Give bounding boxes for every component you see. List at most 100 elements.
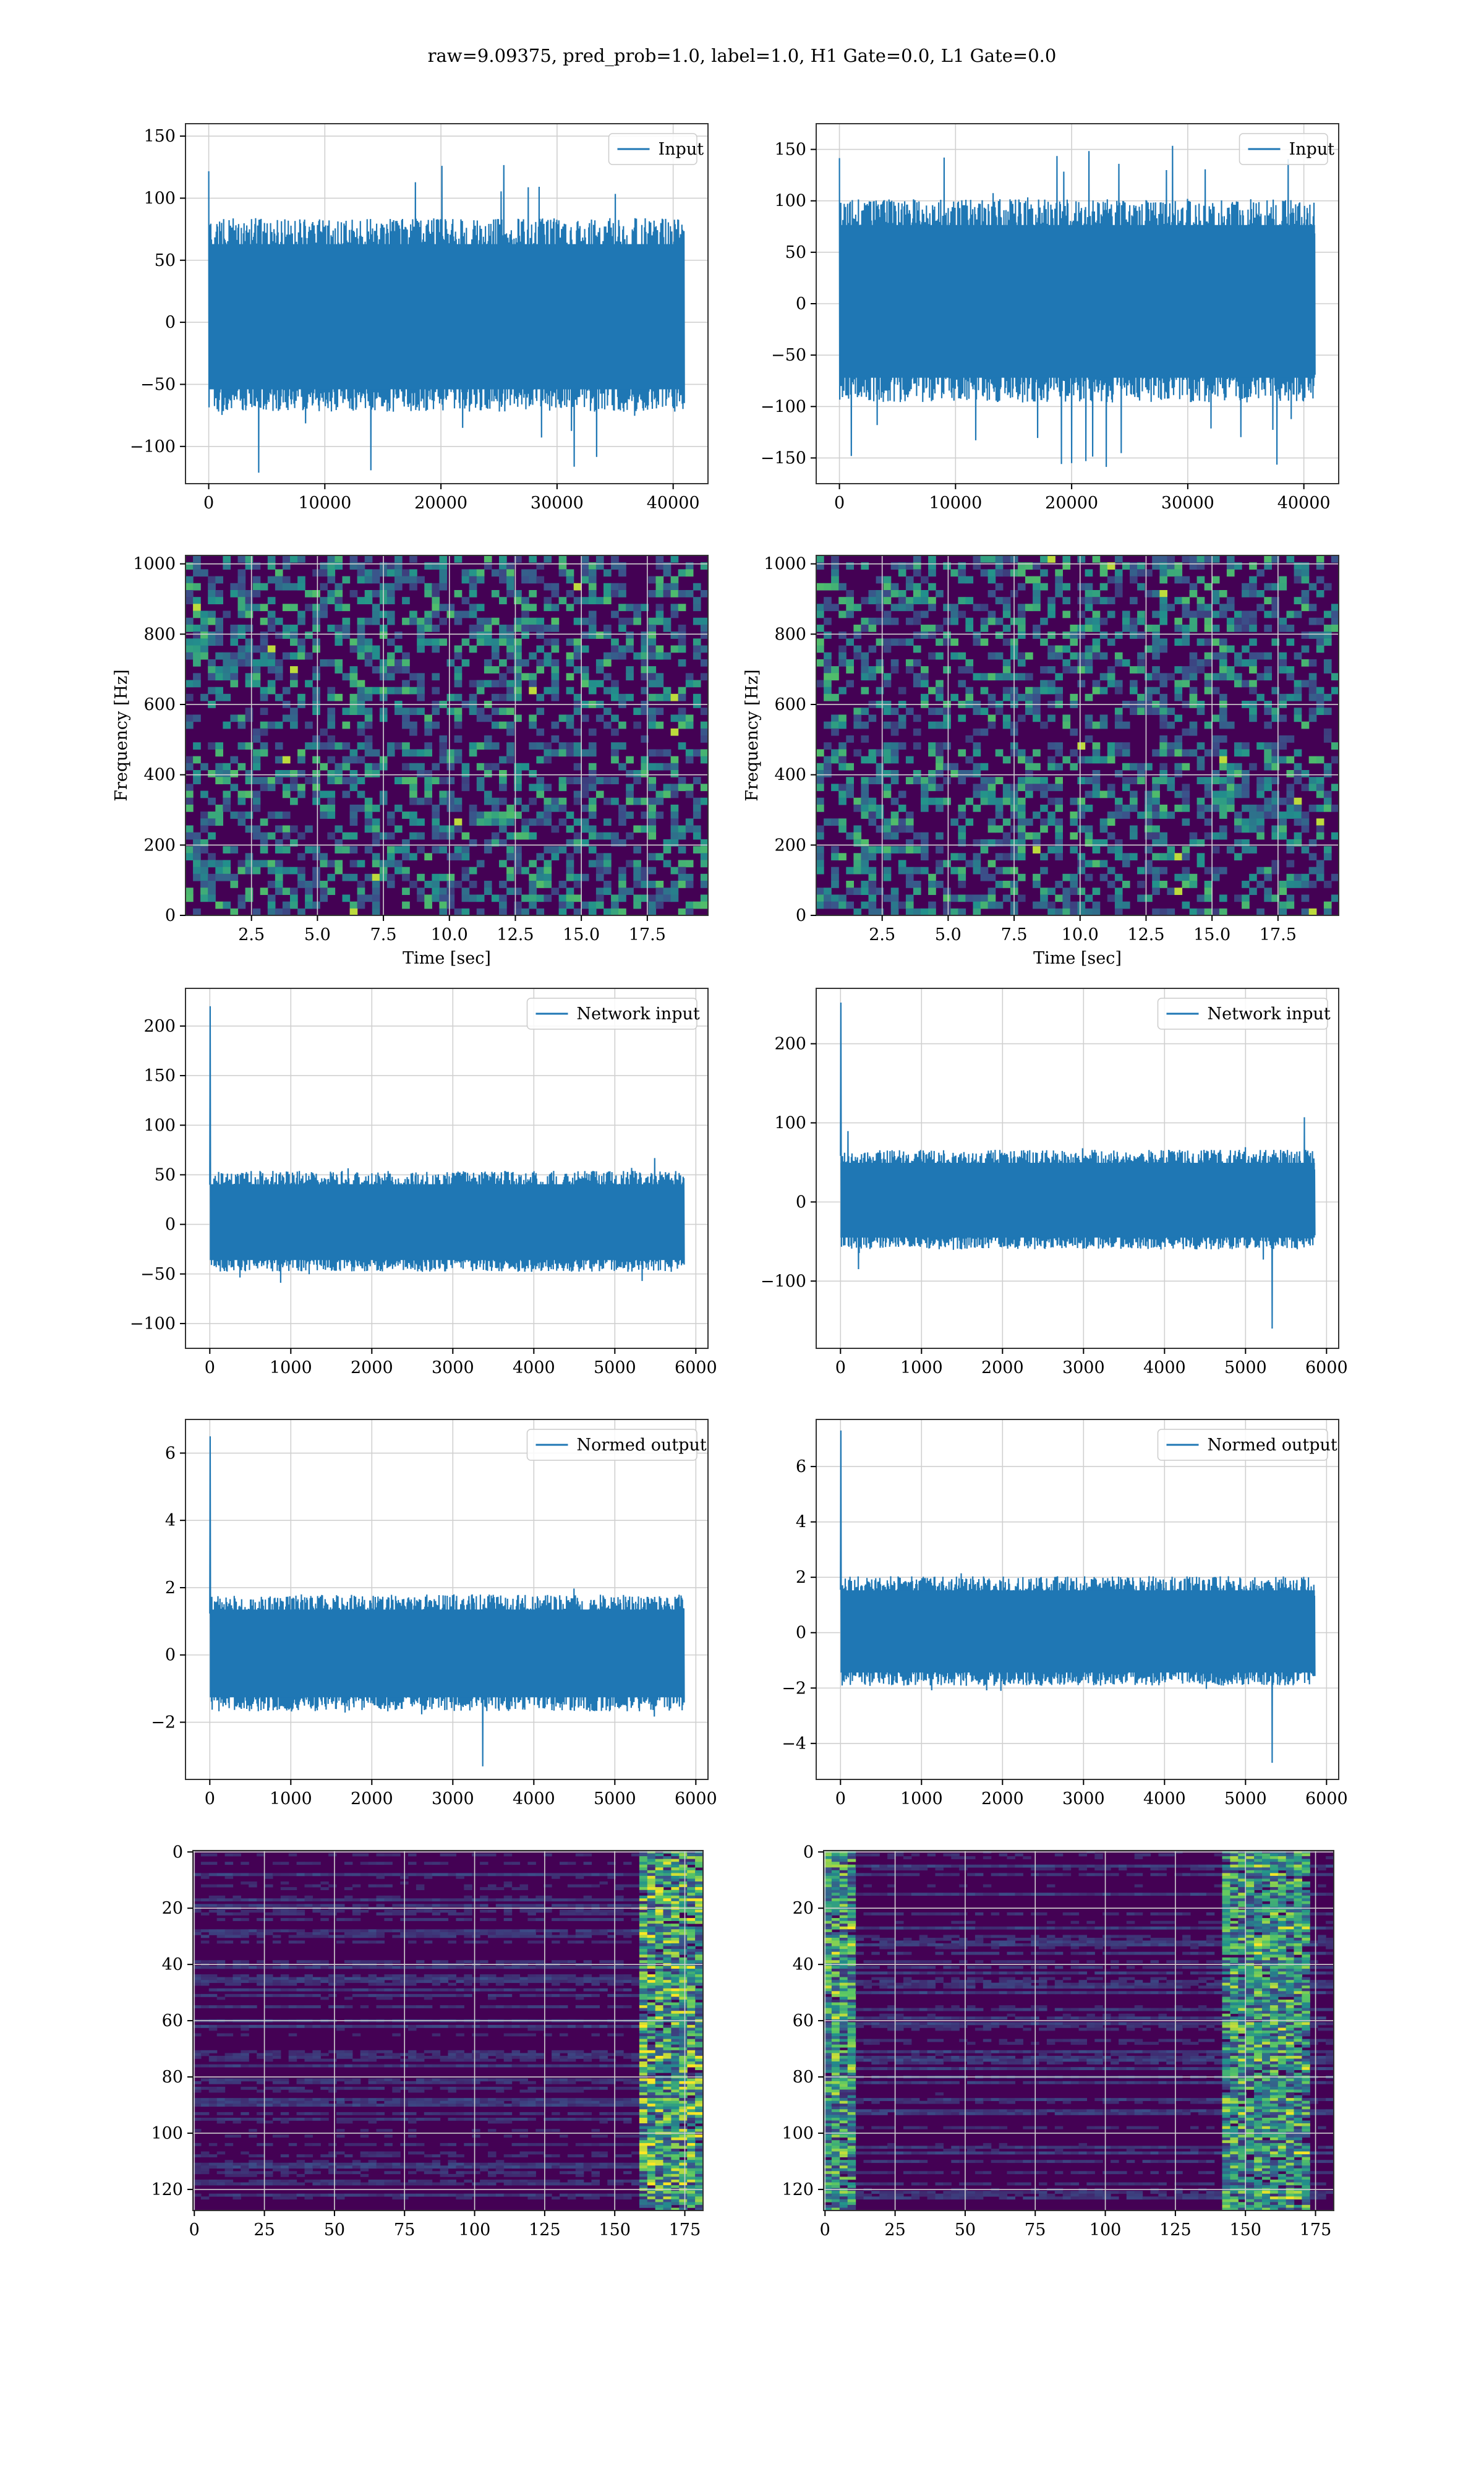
spectrogram-cell	[838, 652, 846, 660]
spectrogram-cell	[529, 576, 537, 584]
spectrogram-cell	[260, 721, 268, 729]
heatmap-cell	[503, 1918, 513, 1921]
spectrogram-cell	[1099, 825, 1108, 833]
spectrogram-cell	[193, 756, 201, 764]
heatmap-cell	[671, 1997, 680, 2000]
spectrogram-cell	[1033, 583, 1041, 591]
spectrogram-cell	[618, 867, 626, 875]
spectrogram-cell	[521, 604, 529, 612]
heatmap-cell	[687, 1946, 696, 1950]
spectrogram-cell	[1077, 860, 1086, 868]
heatmap-cell	[591, 1966, 600, 1969]
spectrogram-cell	[342, 576, 351, 584]
spectrogram-cell	[349, 846, 358, 854]
spectrogram-cell	[335, 839, 343, 847]
spectrogram-cell	[648, 673, 657, 681]
spectrogram-cell	[1226, 597, 1235, 604]
spectrogram-cell	[312, 624, 320, 632]
spectrogram-cell	[566, 569, 574, 577]
heatmap-cell	[544, 1909, 552, 1913]
spectrogram-cell	[853, 708, 862, 715]
spectrogram-cell	[1286, 839, 1295, 847]
heatmap-cell	[695, 1909, 703, 1913]
heatmap-cell	[583, 1988, 592, 1992]
spectrogram-cell	[663, 784, 672, 792]
spectrogram-cell	[417, 749, 425, 757]
spectrogram-cell	[491, 638, 500, 646]
spectrogram-cell	[1002, 797, 1011, 805]
heatmap-cell	[288, 1929, 297, 1933]
spectrogram-cell	[193, 638, 201, 646]
spectrogram-cell	[641, 659, 649, 667]
spectrogram-cell	[237, 797, 246, 805]
heatmap-cell	[575, 1940, 584, 1944]
heatmap-cell	[265, 2005, 273, 2008]
spectrogram-cell	[595, 873, 604, 881]
spectrogram-cell	[193, 597, 201, 604]
x-tick-label: 0	[835, 1789, 846, 1808]
spectrogram-cell	[1114, 749, 1123, 757]
heatmap-cell	[360, 1904, 369, 1907]
spectrogram-cell	[1092, 901, 1101, 909]
spectrogram-cell	[861, 846, 869, 854]
spectrogram-cell	[685, 562, 694, 570]
spectrogram-cell	[1085, 597, 1093, 604]
spectrogram-cell	[573, 881, 582, 888]
y-tick-label: 1000	[764, 555, 806, 574]
heatmap-cell	[560, 2005, 568, 2008]
spectrogram-cell	[1159, 610, 1167, 618]
spectrogram-cell	[1017, 604, 1026, 612]
heatmap-cell	[695, 1915, 703, 1919]
spectrogram-cell	[1249, 873, 1257, 881]
heatmap-cell	[392, 1960, 401, 1964]
spectrogram-cell	[641, 770, 649, 777]
spectrogram-cell	[1279, 832, 1287, 840]
spectrogram-cell	[655, 693, 664, 701]
heatmap-cell	[591, 1898, 600, 1902]
spectrogram-cell	[853, 749, 862, 757]
heatmap-cell	[663, 1867, 672, 1871]
heatmap-cell	[663, 1875, 672, 1879]
spectrogram-cell	[237, 604, 246, 612]
heatmap-cell	[272, 1982, 281, 1986]
spectrogram-cell	[816, 867, 824, 875]
spectrogram-cell	[439, 749, 448, 757]
heatmap-cell	[503, 1993, 513, 1997]
y-tick-label: 1000	[133, 555, 176, 574]
spectrogram-cell	[1196, 638, 1205, 646]
spectrogram-cell	[1092, 777, 1101, 784]
spectrogram-cell	[678, 881, 686, 888]
spectrogram-cell	[566, 721, 574, 729]
spectrogram-cell	[514, 860, 522, 868]
heatmap-cell	[511, 1898, 521, 1902]
spectrogram-cell	[1070, 811, 1078, 819]
spectrogram-cell	[861, 853, 869, 861]
spectrogram-cell	[1047, 784, 1055, 792]
heatmap-cell	[655, 1993, 664, 1997]
heatmap-cell	[328, 1966, 337, 1969]
spectrogram-cell	[965, 770, 974, 777]
spectrogram-cell	[529, 742, 537, 750]
spectrogram-cell	[1167, 784, 1175, 792]
heatmap-cell	[288, 2005, 297, 2008]
spectrogram-cell	[536, 867, 545, 875]
spectrogram-cell	[1055, 797, 1063, 805]
spectrogram-cell	[402, 839, 410, 847]
spectrogram-cell	[1301, 770, 1310, 777]
x-tick-label: 0	[835, 1358, 846, 1377]
spectrogram-cell	[1092, 645, 1101, 653]
spectrogram-cell	[484, 790, 492, 798]
spectrogram-cell	[312, 645, 320, 653]
spectrogram-cell	[1242, 624, 1250, 632]
spectrogram-cell	[245, 777, 254, 784]
heatmap-cell	[296, 1898, 305, 1902]
spectrogram-cell	[1055, 693, 1063, 701]
heatmap-cell	[639, 1966, 648, 1969]
spectrogram-cell	[193, 555, 201, 563]
heatmap-cell	[448, 1974, 456, 1977]
heatmap-cell	[655, 1920, 664, 1924]
heatmap-cell	[464, 1977, 472, 1980]
spectrogram-cell	[186, 562, 194, 570]
spectrogram-cell	[1174, 576, 1183, 584]
heatmap-cell	[360, 1853, 369, 1857]
